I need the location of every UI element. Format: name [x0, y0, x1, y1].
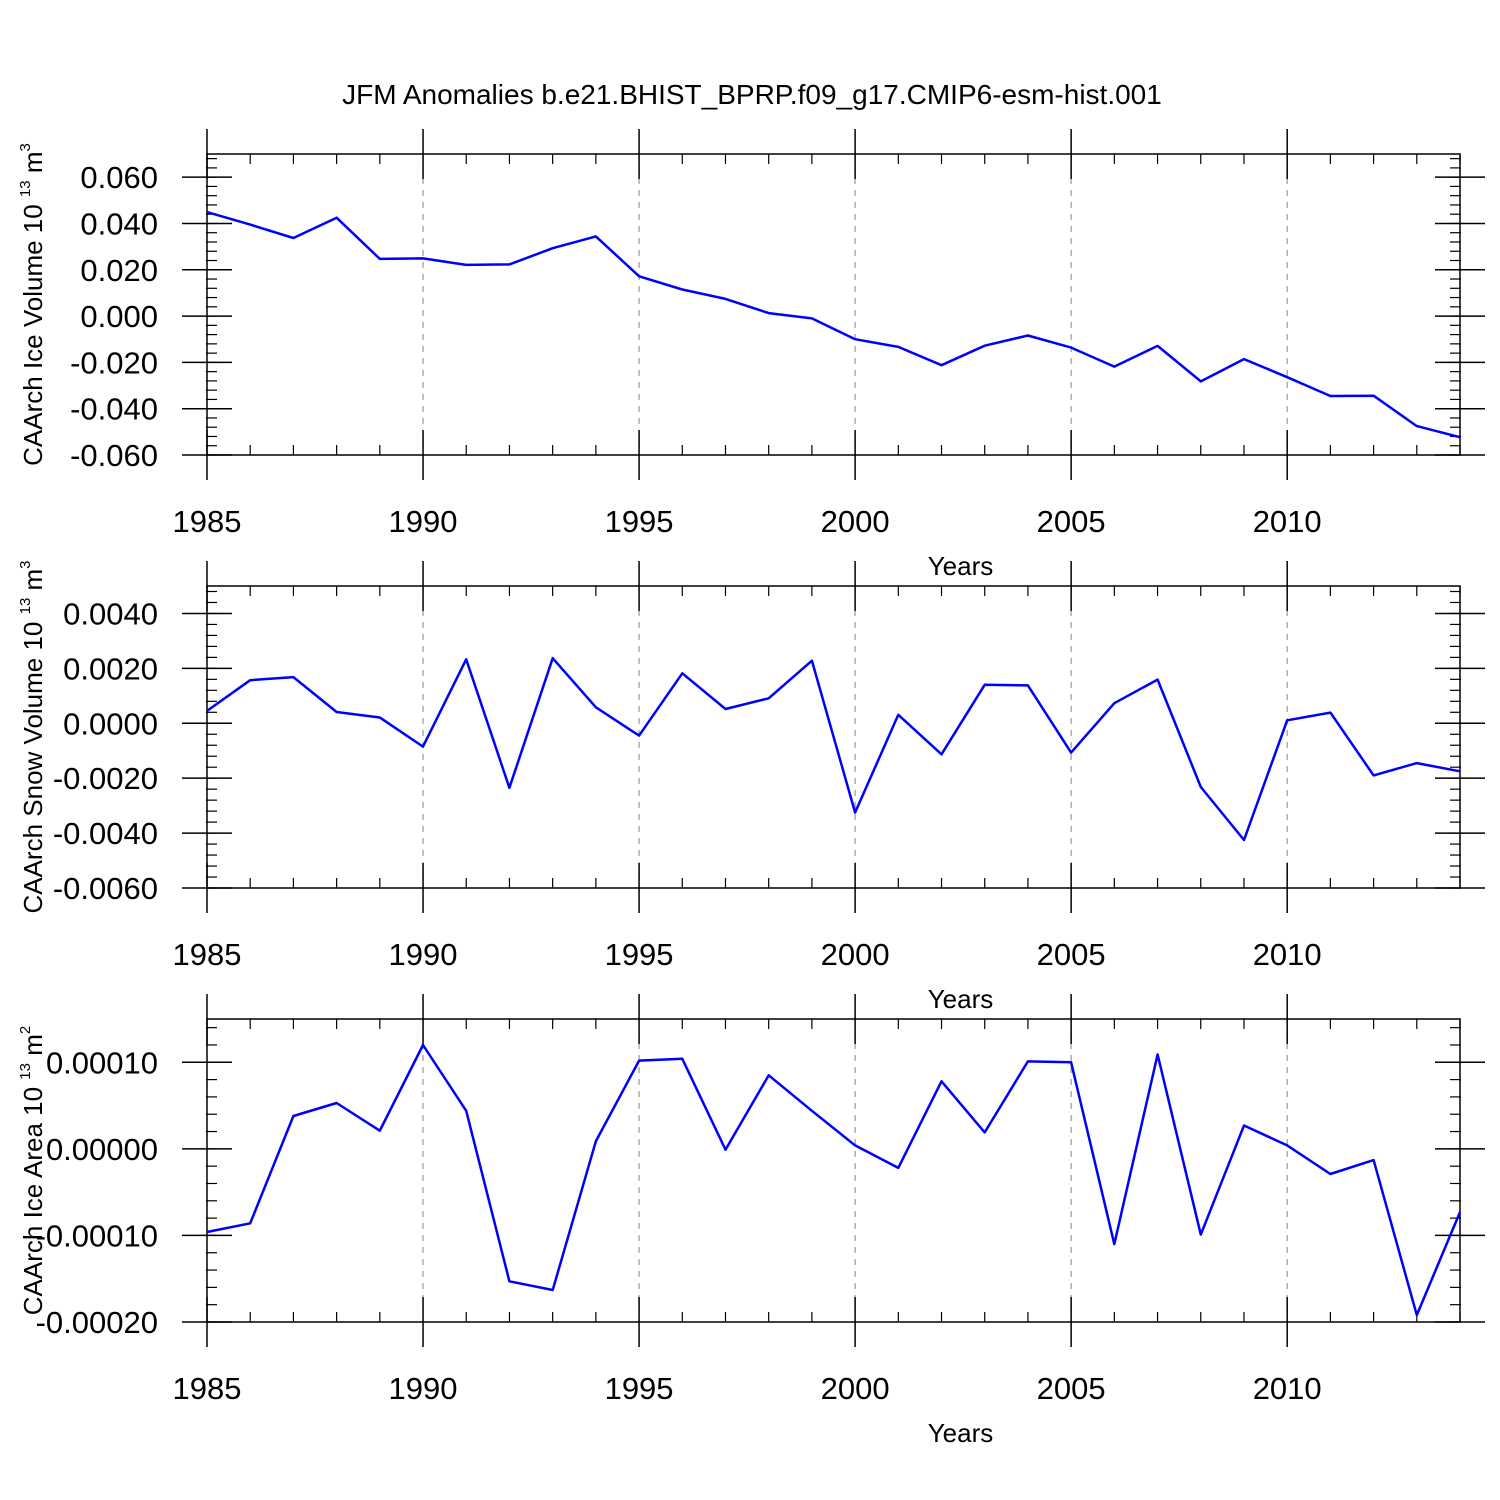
y-axis-title: CAArch Ice Area 10 13 m2: [17, 1026, 48, 1315]
x-tick-label: 1990: [389, 504, 458, 539]
series-line: [206, 210, 1461, 439]
x-tick-label: 2005: [1037, 504, 1106, 539]
x-tick-label: 2010: [1253, 504, 1322, 539]
series-line: [206, 1043, 1462, 1317]
y-tick-label: 0.0040: [63, 596, 158, 631]
y-tick-label: -0.0060: [53, 871, 158, 906]
y-tick-label: 0.00010: [46, 1045, 158, 1080]
x-tick-label: 1985: [173, 937, 242, 972]
y-axis-title: CAArch Snow Volume 10 13 m3: [17, 560, 48, 913]
x-tick-label: 2000: [821, 937, 890, 972]
y-tick-label: -0.040: [70, 392, 158, 427]
y-tick-label: 0.040: [80, 206, 158, 241]
x-axis-title: Years: [928, 1418, 994, 1448]
y-tick-label: 0.000: [80, 299, 158, 334]
x-tick-label: 2000: [821, 504, 890, 539]
y-tick-label: 0.060: [80, 160, 158, 195]
series-line: [206, 656, 1461, 842]
y-tick-label: 0.0000: [63, 706, 158, 741]
plot-frame: [206, 1018, 1461, 1323]
y-tick-label: -0.00020: [36, 1305, 158, 1340]
x-tick-label: 1995: [605, 937, 674, 972]
panels: 1985 1990 1995 2000 2005 2010 -0.060 -0.040 -0.0…: [17, 129, 1485, 1448]
x-tick-label: 1995: [605, 1371, 674, 1406]
x-tick-label: 2005: [1037, 1371, 1106, 1406]
chart-title: JFM Anomalies b.e21.BHIST_BPRP.f09_g17.C…: [342, 79, 1162, 110]
y-tick-label: -0.060: [70, 438, 158, 473]
y-tick-label: 0.00000: [46, 1132, 158, 1167]
x-tick-label: 2000: [821, 1371, 890, 1406]
x-tick-label: 1985: [173, 1371, 242, 1406]
plot-frame: [206, 585, 1461, 889]
x-tick-label: 1990: [389, 937, 458, 972]
x-axis-title: Years: [928, 551, 994, 581]
x-tick-label: 2010: [1253, 1371, 1322, 1406]
x-tick-label: 1990: [389, 1371, 458, 1406]
panel-snow-volume: 1985 1990 1995 2000 2005 2010 -0.0060 -0.0040 -0…: [17, 560, 1485, 1014]
y-tick-label: -0.00010: [36, 1218, 158, 1253]
x-axis-title: Years: [928, 984, 994, 1014]
x-tick-label: 1985: [173, 504, 242, 539]
x-tick-label: 2010: [1253, 937, 1322, 972]
panel-ice-volume: 1985 1990 1995 2000 2005 2010 -0.060 -0.040 -0.0…: [17, 129, 1485, 581]
y-tick-label: -0.0020: [53, 761, 158, 796]
y-axis-title: CAArch Ice Volume 10 13 m3: [17, 143, 48, 466]
panel-ice-area: 1985 1990 1995 2000 2005 2010 -0.00020 -0.00010…: [17, 994, 1485, 1448]
x-tick-label: 2005: [1037, 937, 1106, 972]
plot-frame: [206, 153, 1461, 456]
y-tick-label: 0.0020: [63, 651, 158, 686]
y-tick-label: -0.020: [70, 345, 158, 380]
x-tick-label: 1995: [605, 504, 674, 539]
y-tick-label: 0.020: [80, 253, 158, 288]
y-tick-label: -0.0040: [53, 816, 158, 851]
